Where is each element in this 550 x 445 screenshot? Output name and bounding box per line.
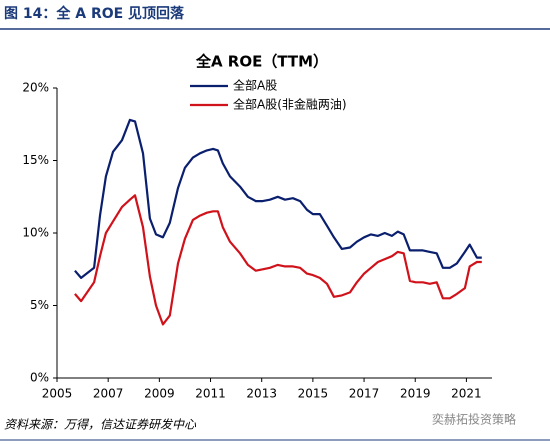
series-line bbox=[74, 118, 482, 279]
x-tick-label: 2019 bbox=[400, 387, 431, 401]
header: 图 14：全 A ROE 见顶回落 bbox=[4, 5, 185, 22]
y-tick-label: 0% bbox=[30, 371, 49, 385]
x-tick-label: 2011 bbox=[195, 387, 226, 401]
legend-label: 全部A股 bbox=[233, 78, 277, 93]
x-tick-label: 2021 bbox=[451, 387, 482, 401]
chart-title: 全A ROE（TTM） bbox=[195, 53, 328, 71]
x-tick-label: 2013 bbox=[246, 387, 277, 401]
y-tick-label: 10% bbox=[22, 226, 49, 240]
y-tick-label: 15% bbox=[22, 153, 49, 167]
x-tick-label: 2015 bbox=[298, 387, 329, 401]
y-tick-label: 5% bbox=[30, 298, 49, 312]
source: 资料来源：万得，信达证券研发中心 bbox=[4, 418, 197, 432]
y-tick-label: 20% bbox=[22, 81, 49, 95]
x-tick-label: 2005 bbox=[42, 387, 73, 401]
x-tick-label: 2017 bbox=[349, 387, 380, 401]
legend-label: 全部A股(非金融两油) bbox=[233, 97, 347, 112]
x-tick-label: 2009 bbox=[144, 387, 175, 401]
x-tick-label: 2007 bbox=[93, 387, 124, 401]
watermark: 奕赫拓投资策略 bbox=[432, 412, 516, 427]
series-line bbox=[74, 194, 482, 326]
